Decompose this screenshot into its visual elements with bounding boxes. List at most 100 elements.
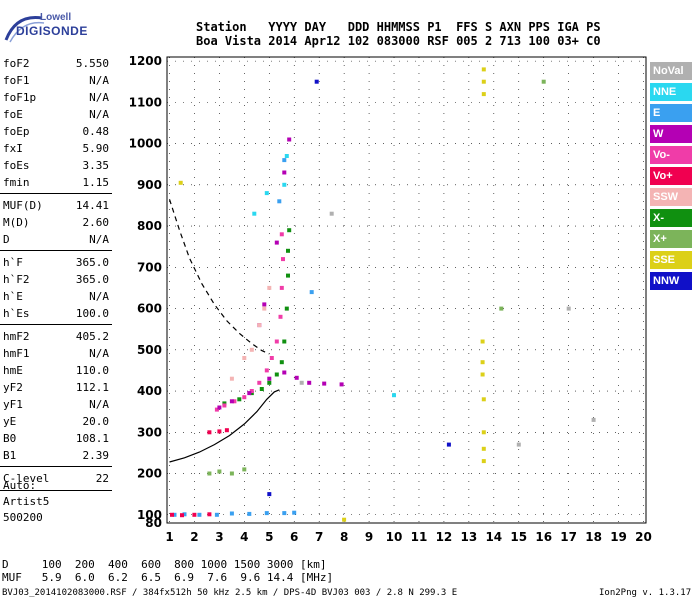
param-name: yE (3, 415, 17, 428)
y-tick-label: 1200 (129, 54, 162, 68)
param-name: hmE (3, 364, 23, 377)
point-x (207, 471, 212, 476)
point-x (499, 306, 504, 311)
point-vo (281, 257, 285, 262)
legend-item-x: X- (650, 209, 692, 227)
point-e (309, 290, 314, 295)
point-vo (257, 380, 262, 385)
param-value: 100.0 (75, 307, 109, 320)
point-x (287, 228, 292, 233)
param-value: 0.48 (82, 125, 110, 138)
param-name: foF2 (3, 57, 30, 70)
param-row-muf-d-: MUF(D) 14.41 (0, 197, 112, 214)
point-nnw (314, 79, 319, 84)
x-tick-label: 20 (635, 530, 652, 544)
digisonde-logo: Lowell DIGISONDE (2, 10, 87, 46)
point-sse (480, 360, 485, 365)
point-w (322, 381, 327, 386)
point-w (229, 399, 234, 404)
point-x (242, 467, 247, 472)
point-sse (480, 372, 485, 377)
point-sse (342, 517, 347, 522)
param-row-b1: B1 2.39 (0, 447, 112, 464)
point-x (249, 391, 254, 396)
point-e (292, 510, 297, 515)
x-tick-label: 6 (290, 530, 298, 544)
point-sse (481, 79, 486, 84)
param-name: foEs (3, 159, 30, 172)
x-tick-label: 3 (215, 530, 223, 544)
auto-label: Auto: (3, 479, 37, 492)
curve-profile (169, 389, 280, 463)
point-w (307, 380, 312, 385)
param-name: M(D) (3, 216, 30, 229)
param-separator (0, 466, 112, 467)
point-vo (274, 339, 279, 344)
x-tick-label: 19 (610, 530, 627, 544)
point-w (274, 240, 279, 245)
grid-lines (167, 57, 646, 524)
x-tick-label: 17 (560, 530, 577, 544)
x-tick-label: 5 (265, 530, 273, 544)
point-x (222, 401, 227, 406)
param-row-fof2: foF2 5.550 (0, 55, 112, 72)
x-tick-label: 16 (535, 530, 552, 544)
param-row-h-f2: h`F2 365.0 (0, 271, 112, 288)
param-row-hmf1: hmF1 N/A (0, 345, 112, 362)
point-w (287, 137, 292, 142)
y-tick-label: 500 (137, 343, 162, 357)
param-value: 2.60 (82, 216, 110, 229)
station-header: Station YYYY DAY DDD HHMMSS P1 FFS S AXN… (196, 20, 601, 48)
logo-swoosh-icon (4, 15, 45, 43)
grid (167, 57, 646, 524)
x-tick-label: 18 (585, 530, 602, 544)
point-w (262, 302, 267, 307)
point-sse (480, 339, 485, 344)
file-info-footer: BVJ03_2014102083000.RSF / 384fx512h 50 k… (2, 588, 458, 598)
point-vo (279, 285, 284, 290)
point-vo (278, 314, 283, 319)
point-e (264, 511, 269, 516)
legend-item-w: W (650, 125, 692, 143)
param-name: D (3, 233, 10, 246)
point-nnw (267, 492, 272, 497)
param-value: 405.2 (75, 330, 109, 343)
point-e (282, 511, 287, 516)
param-row-fof1p: foF1p N/A (0, 89, 112, 106)
param-row-h-f: h`F 365.0 (0, 254, 112, 271)
plot-frame (166, 56, 647, 524)
legend-item-vo: Vo+ (650, 167, 692, 185)
point-nne (284, 154, 289, 158)
param-value: 110.0 (75, 364, 109, 377)
point-nne (264, 191, 269, 196)
param-row-m-d-: M(D) 2.60 (0, 214, 112, 231)
point-e (247, 511, 252, 516)
point-e (277, 199, 282, 204)
point-nnw (446, 442, 451, 447)
point-w (217, 405, 222, 410)
param-name: foF1 (3, 74, 30, 87)
legend-item-noval: NoVal (650, 62, 692, 80)
legend-item-vo: Vo- (650, 146, 692, 164)
curve-muf-curve (168, 199, 270, 355)
param-name: hmF2 (3, 330, 30, 343)
param-value: 22 (95, 472, 109, 485)
param-name: foE (3, 108, 23, 121)
point-sse (481, 67, 486, 72)
x-tick-label: 14 (485, 530, 502, 544)
param-value: 112.1 (75, 381, 109, 394)
header-values: Boa Vista 2014 Apr12 102 083000 RSF 005 … (196, 34, 601, 48)
version-footer: Ion2Png v. 1.3.17 (599, 588, 692, 598)
point-sse (481, 430, 486, 435)
y-tick-label: 900 (137, 178, 162, 192)
point-e (214, 512, 219, 517)
point-vo (207, 430, 212, 435)
param-row-fmin: fmin 1.15 (0, 174, 112, 191)
point-x (541, 79, 546, 84)
point-x (286, 273, 290, 278)
point-w (294, 375, 299, 380)
point-vo (222, 403, 227, 408)
point-vo (279, 232, 284, 237)
point-vo (249, 389, 254, 393)
y-tick-label: 300 (137, 425, 162, 439)
